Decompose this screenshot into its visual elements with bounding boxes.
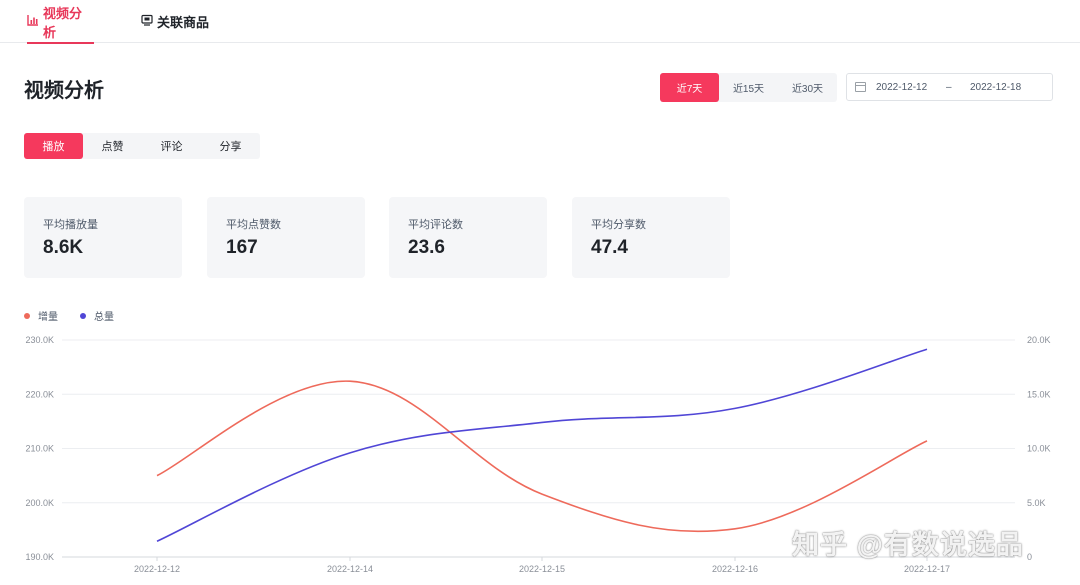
product-icon — [141, 14, 153, 29]
stat-label: 平均评论数 — [408, 219, 463, 231]
tab-label: 视频分析 — [43, 5, 83, 40]
stat-label: 平均播放量 — [43, 219, 98, 231]
tab-video-analysis[interactable]: 视频分析 — [27, 0, 94, 44]
stat-label: 平均点赞数 — [226, 219, 281, 231]
series-line-total — [156, 348, 928, 542]
stat-card-avg-likes: 平均点赞数 167 — [207, 197, 365, 278]
legend-item-increase[interactable]: 增量 — [24, 308, 58, 323]
x-axis-tick-label: 2022-12-17 — [904, 564, 950, 574]
legend-label: 总量 — [94, 312, 114, 323]
right-axis-tick-label: 20.0K — [1027, 335, 1051, 345]
legend-label: 增量 — [38, 312, 58, 323]
page-title: 视频分析 — [24, 80, 104, 102]
stat-card-avg-shares: 平均分享数 47.4 — [572, 197, 730, 278]
metric-tab-likes[interactable]: 点赞 — [101, 141, 124, 153]
stat-card-avg-plays: 平均播放量 8.6K — [24, 197, 182, 278]
end-date[interactable]: 2022-12-18 — [970, 81, 1022, 93]
left-axis-tick-label: 230.0K — [25, 335, 54, 345]
left-axis-tick-label: 200.0K — [25, 498, 54, 508]
calendar-icon — [855, 82, 866, 92]
stat-value: 167 — [226, 237, 258, 258]
stat-card-avg-comments: 平均评论数 23.6 — [389, 197, 547, 278]
stat-value: 23.6 — [408, 237, 445, 258]
metric-tab-comments[interactable]: 评论 — [160, 141, 183, 153]
right-axis-tick-label: 15.0K — [1027, 389, 1051, 399]
stat-value: 8.6K — [43, 237, 84, 258]
right-axis-tick-label: 5.0K — [1027, 498, 1046, 508]
left-axis-tick-label: 190.0K — [25, 552, 54, 562]
chart-legend: 增量 总量 — [24, 308, 136, 323]
stat-label: 平均分享数 — [591, 219, 646, 231]
left-axis-tick-label: 210.0K — [25, 444, 54, 454]
tab-label: 关联商品 — [157, 15, 210, 30]
line-chart: 190.0K 200.0K 210.0K 220.0K 230.0K 0 5.0K 10.0K… — [25, 335, 1051, 574]
date-range-picker[interactable]: 2022-12-12 – 2022-12-18 — [846, 73, 1053, 101]
metric-tab-shares[interactable]: 分享 — [219, 141, 242, 153]
x-axis-tick-label: 2022-12-14 — [327, 564, 373, 574]
metric-toggle: 播放 点赞 评论 分享 — [24, 133, 260, 159]
x-axis-tick-label: 2022-12-15 — [519, 564, 565, 574]
left-axis-tick-label: 220.0K — [25, 389, 54, 399]
start-date[interactable]: 2022-12-12 — [876, 81, 928, 93]
legend-item-total[interactable]: 总量 — [80, 308, 114, 323]
date-separator: – — [946, 81, 952, 93]
right-axis-tick-label: 10.0K — [1027, 444, 1051, 454]
legend-dot-icon — [24, 312, 30, 319]
legend-dot-icon — [80, 312, 86, 319]
range-toggle: 近7天 近15天 近30天 — [660, 73, 837, 102]
range-7-days-button[interactable]: 近7天 — [660, 73, 719, 102]
metric-tab-plays[interactable]: 播放 — [24, 133, 83, 159]
series-line-increase — [156, 380, 928, 533]
watermark: 知乎 @有数说选品 — [792, 530, 1024, 560]
tab-related-products[interactable]: 关联商品 — [141, 0, 213, 43]
range-30-days-button[interactable]: 近30天 — [791, 84, 824, 95]
right-axis-tick-label: 0 — [1027, 552, 1032, 562]
x-axis-tick-label: 2022-12-16 — [712, 564, 758, 574]
bar-chart-icon — [27, 14, 39, 29]
top-tab-bar: 视频分析 关联商品 — [0, 0, 1080, 44]
stat-value: 47.4 — [591, 237, 628, 258]
range-15-days-button[interactable]: 近15天 — [732, 84, 765, 95]
x-axis-tick-label: 2022-12-12 — [134, 564, 180, 574]
